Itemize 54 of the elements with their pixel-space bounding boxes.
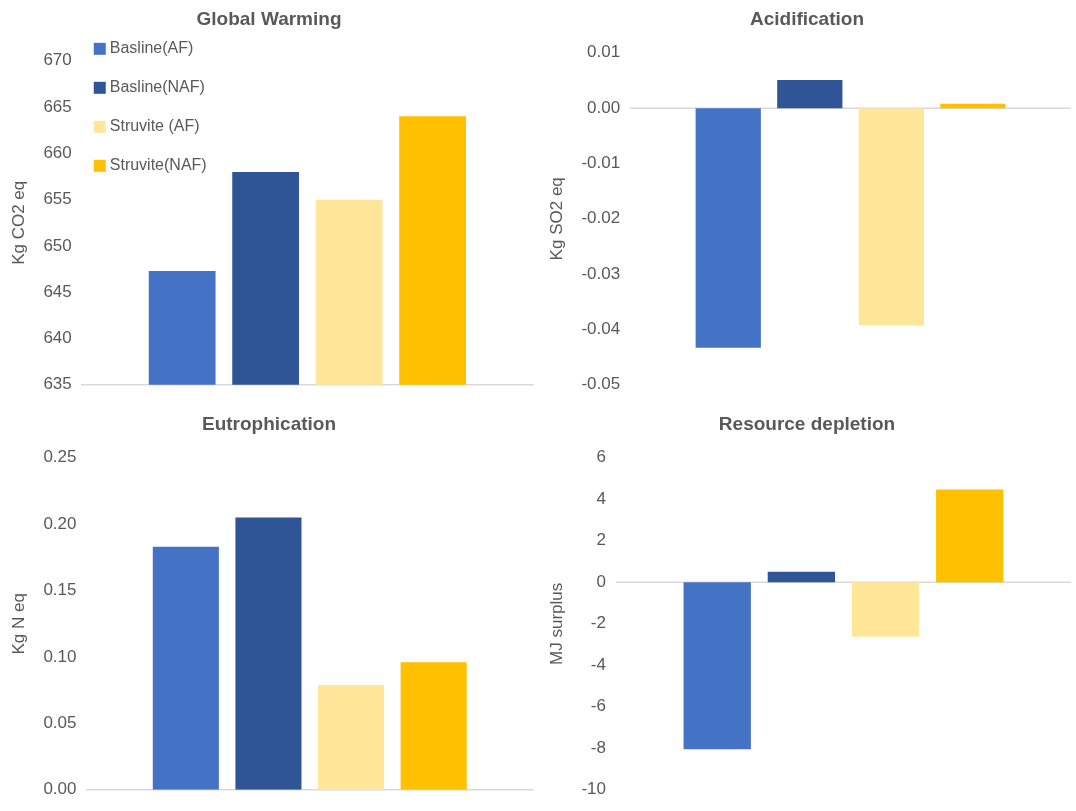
bar: [777, 79, 843, 109]
y-tick-label: -0.04: [581, 319, 621, 339]
y-tick-label: 645: [43, 281, 72, 301]
y-tick-label: 0.01: [587, 42, 621, 62]
y-tick-label: 0.25: [43, 447, 77, 467]
y-tick-label: 670: [43, 50, 72, 70]
y-tick-label: 6: [596, 447, 606, 467]
y-tick-label: -8: [590, 737, 606, 757]
bar: [940, 103, 1006, 109]
y-tick-label: -10: [581, 779, 606, 799]
y-axis-title: Kg CO2 eq: [8, 180, 28, 265]
bar: [683, 582, 751, 750]
bar: [858, 108, 924, 326]
y-tick-label: -6: [590, 696, 606, 716]
bar: [400, 662, 467, 790]
chart-title: Resource depletion: [718, 412, 896, 434]
bar: [851, 582, 920, 637]
y-tick-label: -0.02: [581, 208, 621, 228]
legend-label: Basline(NAF): [109, 78, 205, 96]
bar: [318, 684, 385, 790]
bar: [235, 517, 302, 790]
chart-title: Eutrophication: [201, 412, 337, 434]
bar: [936, 489, 1004, 583]
bar: [695, 108, 761, 348]
y-tick-label: 665: [43, 96, 72, 116]
y-tick-label: 2: [596, 530, 606, 550]
y-tick-label: -4: [590, 654, 606, 674]
y-tick-label: 0.15: [43, 580, 77, 600]
bar: [767, 571, 836, 583]
y-tick-label: 640: [43, 328, 72, 348]
bar: [152, 546, 219, 790]
y-tick-label: -0.03: [581, 263, 621, 283]
y-tick-label: 0.00: [587, 97, 621, 117]
y-tick-label: 0.05: [43, 713, 77, 733]
y-tick-label: 635: [43, 374, 72, 394]
y-tick-label: 0.20: [43, 513, 77, 533]
y-tick-label: 0.00: [43, 779, 77, 799]
legend-label: Basline(AF): [109, 39, 194, 57]
y-axis-title: Kg SO2 eq: [546, 177, 566, 261]
y-tick-label: 660: [43, 143, 72, 163]
chart-title: Global Warming: [196, 7, 342, 29]
y-tick-label: -2: [590, 613, 606, 633]
y-tick-label: -0.01: [581, 153, 621, 173]
y-axis-title: Kg N eq: [8, 593, 28, 655]
y-tick-label: 4: [596, 488, 606, 508]
legend-label: Struvite (AF): [109, 117, 200, 135]
y-tick-label: 0.10: [43, 646, 77, 666]
legend-label: Struvite(NAF): [109, 156, 207, 174]
y-tick-label: -0.05: [581, 374, 621, 394]
y-axis-title: MJ surplus: [546, 582, 566, 665]
y-tick-label: 655: [43, 189, 72, 209]
y-tick-label: 0: [596, 571, 606, 591]
chart-title: Acidification: [749, 7, 865, 29]
y-tick-label: 650: [43, 235, 72, 255]
